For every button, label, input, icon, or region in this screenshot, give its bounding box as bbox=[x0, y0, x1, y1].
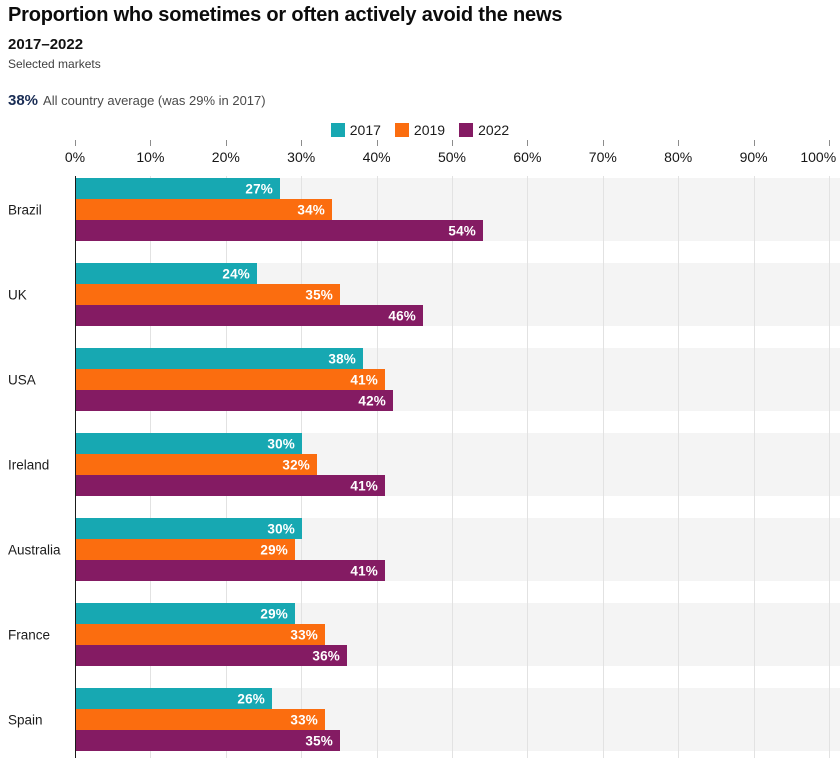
category-label: France bbox=[8, 627, 51, 642]
x-axis-tick bbox=[829, 140, 830, 146]
legend-item: 2019 bbox=[394, 122, 446, 138]
bar: 30% bbox=[76, 518, 302, 539]
bar: 34% bbox=[76, 199, 332, 220]
legend-label: 2022 bbox=[478, 122, 510, 138]
gridline bbox=[602, 176, 604, 758]
x-axis-tick bbox=[376, 140, 378, 146]
bar-value-label: 42% bbox=[358, 393, 386, 408]
gridline bbox=[678, 176, 680, 758]
gridline bbox=[527, 176, 529, 758]
plot-area: 27% 34% 54% Brazil 24% 35% 46% UK 38% 41% 42% USA 30… bbox=[0, 176, 840, 758]
bar: 36% bbox=[76, 645, 347, 666]
legend-swatch bbox=[394, 123, 409, 137]
legend-item: 2022 bbox=[459, 122, 509, 138]
axis-baseline bbox=[75, 176, 76, 758]
bar-value-label: 41% bbox=[350, 563, 378, 578]
x-axis-label: 90% bbox=[739, 149, 768, 165]
bar: 46% bbox=[76, 305, 423, 326]
bar-value-label: 33% bbox=[290, 627, 318, 642]
bar-value-label: 30% bbox=[267, 521, 295, 536]
category-label: Spain bbox=[8, 712, 43, 727]
bar-value-label: 46% bbox=[388, 308, 416, 323]
bar: 35% bbox=[76, 284, 340, 305]
bar-value-label: 38% bbox=[328, 351, 356, 366]
legend-swatch bbox=[330, 123, 345, 137]
x-axis-tick bbox=[753, 140, 755, 146]
bar-value-label: 26% bbox=[237, 691, 265, 706]
category-label: USA bbox=[8, 372, 36, 387]
x-axis-tick bbox=[602, 140, 604, 146]
bar-value-label: 30% bbox=[267, 436, 295, 451]
x-axis-tick bbox=[452, 140, 453, 146]
bar: 32% bbox=[76, 454, 317, 475]
bar-value-label: 54% bbox=[448, 223, 476, 238]
bar-value-label: 35% bbox=[305, 287, 333, 302]
bar-value-label: 35% bbox=[305, 733, 333, 748]
x-axis-tick bbox=[678, 140, 680, 146]
category-label: Brazil bbox=[8, 202, 42, 217]
bar-value-label: 29% bbox=[260, 542, 288, 557]
bar: 54% bbox=[76, 220, 483, 241]
bar: 26% bbox=[76, 688, 272, 709]
x-axis-tick bbox=[225, 140, 227, 146]
legend-swatch bbox=[459, 123, 474, 137]
bar-value-label: 33% bbox=[290, 712, 318, 727]
legend-item: 2017 bbox=[330, 122, 381, 138]
bar: 30% bbox=[76, 433, 302, 454]
x-axis-tick bbox=[301, 140, 303, 146]
category-label: Ireland bbox=[8, 457, 50, 472]
x-axis-label: 100% bbox=[800, 149, 837, 165]
bar: 42% bbox=[76, 390, 393, 411]
bar: 29% bbox=[76, 539, 295, 560]
gridline bbox=[376, 176, 378, 758]
stat-text: All country average (was 29% in 2017) bbox=[43, 93, 266, 108]
legend-label: 2017 bbox=[349, 122, 381, 138]
legend-label: 2019 bbox=[413, 122, 446, 138]
bar: 24% bbox=[76, 263, 257, 284]
bar: 33% bbox=[76, 709, 325, 730]
x-axis-label: 30% bbox=[287, 149, 316, 165]
chart-description: Selected markets bbox=[8, 57, 101, 71]
x-axis-label: 0% bbox=[64, 149, 86, 165]
bar-value-label: 29% bbox=[260, 606, 288, 621]
x-axis-label: 60% bbox=[513, 149, 542, 165]
bar-value-label: 34% bbox=[297, 202, 325, 217]
stat-line: 38% All country average (was 29% in 2017) bbox=[8, 92, 266, 109]
bar-value-label: 32% bbox=[282, 457, 310, 472]
bar: 35% bbox=[76, 730, 340, 751]
bar: 41% bbox=[76, 369, 385, 390]
stat-value: 38% bbox=[8, 92, 39, 109]
x-axis-label: 40% bbox=[362, 149, 391, 165]
x-axis-tick bbox=[527, 140, 529, 146]
category-label: UK bbox=[8, 287, 27, 302]
bar-value-label: 24% bbox=[222, 266, 250, 281]
gridline bbox=[452, 176, 453, 758]
bar: 41% bbox=[76, 475, 385, 496]
x-axis-label: 10% bbox=[136, 149, 165, 165]
legend: 2017 2019 2022 bbox=[0, 122, 840, 138]
x-axis-label: 80% bbox=[664, 149, 693, 165]
bar: 41% bbox=[76, 560, 385, 581]
bar-value-label: 41% bbox=[350, 478, 378, 493]
x-axis-tick bbox=[150, 140, 152, 146]
bar: 33% bbox=[76, 624, 325, 645]
x-axis-label: 50% bbox=[437, 149, 467, 165]
bar: 38% bbox=[76, 348, 363, 369]
gridline bbox=[753, 176, 755, 758]
x-axis-tick bbox=[75, 140, 76, 146]
x-axis-label: 70% bbox=[588, 149, 617, 165]
bar-value-label: 41% bbox=[350, 372, 378, 387]
category-label: Australia bbox=[8, 542, 61, 557]
gridline bbox=[829, 176, 830, 758]
bar-value-label: 36% bbox=[312, 648, 340, 663]
bar: 29% bbox=[76, 603, 295, 624]
bar-value-label: 27% bbox=[245, 181, 273, 196]
x-axis-label: 20% bbox=[211, 149, 240, 165]
bar: 27% bbox=[76, 178, 280, 199]
chart-subtitle: 2017–2022 bbox=[8, 36, 84, 53]
chart-title: Proportion who sometimes or often active… bbox=[8, 4, 563, 26]
